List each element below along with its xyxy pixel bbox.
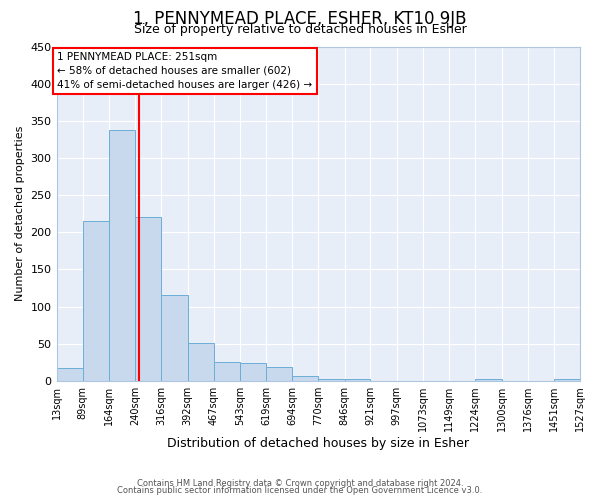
Bar (214, 362, 240, 381)
Bar (475, 378, 502, 381)
Bar (135, 216, 161, 381)
Bar (318, 378, 344, 381)
X-axis label: Distribution of detached houses by size in Esher: Distribution of detached houses by size … (167, 437, 469, 450)
Text: Contains HM Land Registry data © Crown copyright and database right 2024.: Contains HM Land Registry data © Crown c… (137, 478, 463, 488)
Bar (161, 296, 188, 381)
Text: 1, PENNYMEAD PLACE, ESHER, KT10 9JB: 1, PENNYMEAD PLACE, ESHER, KT10 9JB (133, 10, 467, 28)
Text: 1 PENNYMEAD PLACE: 251sqm
← 58% of detached houses are smaller (602)
41% of semi: 1 PENNYMEAD PLACE: 251sqm ← 58% of detac… (57, 52, 313, 90)
Text: Size of property relative to detached houses in Esher: Size of property relative to detached ho… (134, 22, 466, 36)
Bar (344, 380, 370, 381)
Text: Contains public sector information licensed under the Open Government Licence v3: Contains public sector information licen… (118, 486, 482, 495)
Bar (109, 130, 135, 381)
Bar (188, 343, 214, 381)
Y-axis label: Number of detached properties: Number of detached properties (15, 126, 25, 302)
Bar (266, 367, 292, 381)
Bar (554, 378, 580, 381)
Bar (56, 368, 83, 381)
Bar (240, 363, 266, 381)
Bar (292, 376, 318, 381)
Bar (83, 221, 109, 381)
